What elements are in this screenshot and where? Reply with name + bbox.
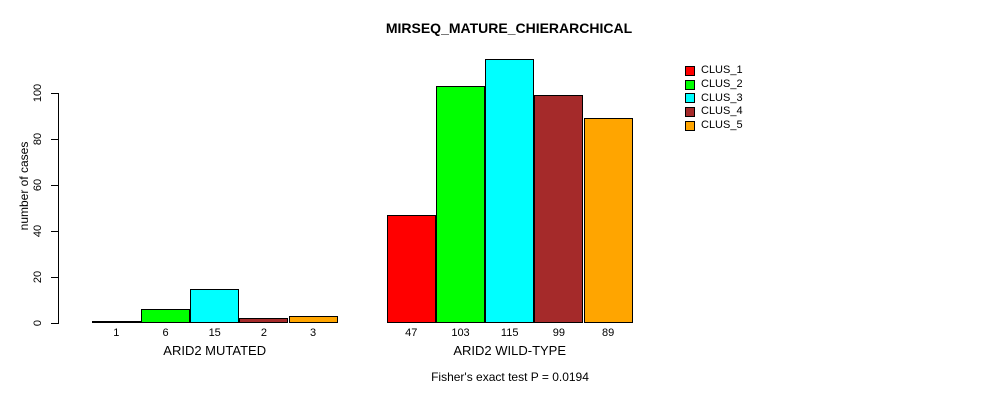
y-tick-mark [51, 93, 58, 94]
bar [288, 316, 338, 323]
bar [386, 214, 436, 323]
legend-swatch [685, 93, 695, 104]
bar-value-label: 3 [310, 327, 317, 339]
bar-value-label: 6 [162, 327, 169, 339]
legend-item: CLUS_2 [685, 78, 743, 92]
bar-value-label: 1 [113, 327, 120, 339]
legend-swatch [685, 65, 695, 76]
y-tick-label: 20 [32, 270, 44, 284]
y-axis-line [58, 93, 59, 324]
bar [239, 318, 289, 323]
bar [190, 288, 240, 323]
bar-value-label: 2 [260, 327, 267, 339]
category-label: ARID2 WILD-TYPE [453, 343, 567, 358]
y-tick-label: 60 [32, 178, 44, 192]
legend-label: CLUS_1 [701, 64, 743, 77]
legend-item: CLUS_1 [685, 64, 743, 78]
annotation-text: Fisher's exact test P = 0.0194 [431, 370, 589, 384]
bar [534, 95, 584, 323]
y-tick-label: 0 [32, 319, 44, 327]
chart-title: MIRSEQ_MATURE_CHIERARCHICAL [385, 20, 633, 36]
legend-item: CLUS_4 [685, 105, 743, 119]
y-tick-label: 100 [32, 83, 44, 103]
legend-label: CLUS_5 [701, 119, 743, 132]
legend-label: CLUS_4 [701, 105, 743, 118]
y-tick-mark [51, 323, 58, 324]
legend-item: CLUS_5 [685, 119, 743, 133]
bar-value-label: 103 [451, 327, 470, 339]
legend-label: CLUS_3 [701, 91, 743, 104]
bar-value-label: 15 [208, 327, 221, 339]
legend-swatch [685, 120, 695, 131]
legend-swatch [685, 106, 695, 117]
bar [485, 58, 535, 323]
legend-swatch [685, 79, 695, 90]
bar [583, 118, 633, 323]
bar-value-label: 115 [500, 327, 519, 339]
bar-value-label: 99 [552, 327, 566, 339]
y-tick-mark [51, 231, 58, 232]
legend: CLUS_1 CLUS_2 CLUS_3 CLUS_4 CLUS_5 [685, 64, 743, 132]
y-tick-mark [51, 277, 58, 278]
y-axis-title: number of cases [17, 141, 31, 231]
y-tick-mark [51, 185, 58, 186]
bar-value-label: 47 [405, 327, 418, 339]
category-label: ARID2 MUTATED [163, 343, 267, 358]
bar [91, 320, 141, 323]
y-tick-label: 40 [32, 224, 44, 238]
bar-value-label: 89 [601, 327, 615, 339]
bar [435, 86, 486, 323]
legend-label: CLUS_2 [701, 78, 743, 91]
y-tick-mark [51, 139, 58, 140]
legend-item: CLUS_3 [685, 91, 743, 105]
y-tick-label: 80 [32, 132, 44, 146]
bar [140, 309, 191, 323]
